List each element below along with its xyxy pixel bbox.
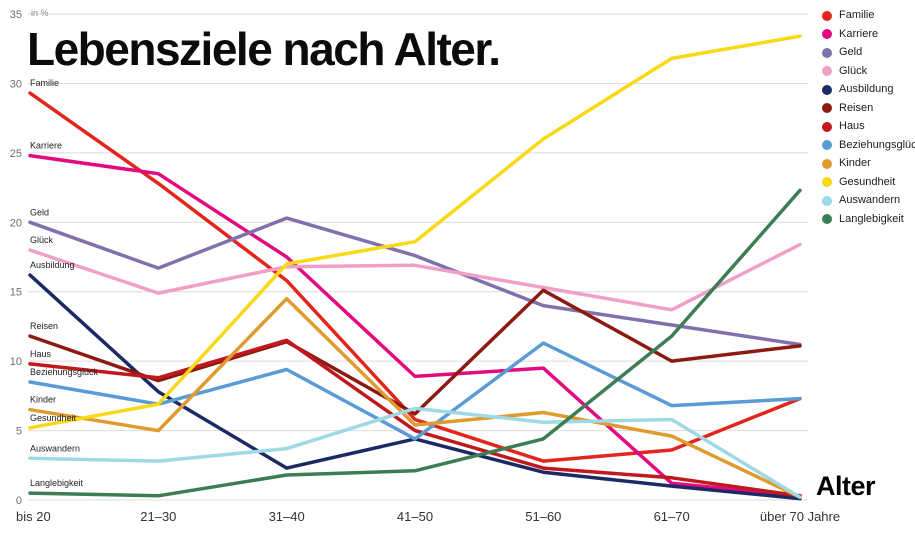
series-start-label: Reisen: [30, 321, 58, 331]
series-start-label: Kinder: [30, 395, 56, 405]
legend-item-1: Karriere: [822, 27, 915, 40]
series-line-1: [28, 153, 802, 498]
legend-swatch-icon: [822, 214, 832, 224]
legend-swatch-icon: [822, 121, 832, 132]
legend-item-6: Haus: [822, 121, 915, 132]
legend-swatch-icon: [822, 140, 832, 150]
legend-item-8: Kinder: [822, 158, 915, 169]
page-title: Lebensziele nach Alter.: [27, 23, 501, 75]
series-line-8: [28, 296, 802, 499]
legend-item-7: Beziehungsglück: [822, 138, 915, 151]
legend-item-3: Glück: [822, 64, 915, 77]
y-tick-label: 10: [10, 356, 22, 368]
series-start-label: Ausbildung: [30, 260, 75, 270]
y-tick-label: 20: [10, 217, 22, 229]
legend-swatch-icon: [822, 158, 832, 169]
legend-item-5: Reisen: [822, 101, 915, 114]
series-start-label: Langlebigkeit: [30, 478, 84, 488]
series-line-0: [28, 91, 802, 463]
x-tick-label: 31–40: [269, 509, 305, 524]
legend-label: Gesundheit: [839, 175, 896, 188]
legend-item-0: Familie: [822, 10, 915, 21]
series-start-label: Geld: [30, 207, 49, 217]
series-line-3: [28, 242, 802, 312]
legend-label: Karriere: [839, 27, 879, 40]
legend-item-9: Gesundheit: [822, 175, 915, 188]
legend-label: Auswandern: [839, 194, 901, 206]
legend-label: Kinder: [839, 157, 871, 169]
x-tick-label: bis 20: [16, 509, 51, 524]
x-tick-label: 51–60: [525, 509, 561, 524]
series-start-label: Beziehungsglück: [30, 367, 99, 377]
series-line-6: [28, 338, 802, 498]
y-tick-label: 0: [16, 495, 22, 507]
series-start-label: Karriere: [30, 141, 62, 151]
legend: Familie Karriere Geld Glück Ausbildung Reisen…: [822, 10, 915, 225]
series-start-label: Glück: [30, 235, 54, 245]
x-axis-title: Alter: [816, 471, 876, 501]
legend-label: Familie: [839, 9, 875, 21]
legend-item-2: Geld: [822, 47, 915, 58]
series-line-5: [28, 288, 802, 416]
x-tick-label: 41–50: [397, 509, 433, 524]
legend-swatch-icon: [822, 177, 832, 187]
legend-label: Geld: [839, 46, 863, 58]
y-tick-label: 25: [10, 148, 22, 160]
unit-label: in %: [31, 8, 49, 18]
legend-item-10: Auswandern: [822, 195, 915, 206]
x-tick-label: 21–30: [140, 509, 176, 524]
legend-swatch-icon: [822, 103, 832, 113]
legend-label: Langlebigkeit: [839, 212, 904, 225]
legend-label: Ausbildung: [839, 83, 894, 95]
series-start-label: Familie: [30, 78, 59, 88]
series-line-2: [28, 216, 802, 347]
y-tick-label: 35: [10, 9, 22, 21]
legend-item-4: Ausbildung: [822, 84, 915, 95]
y-tick-label: 5: [16, 426, 22, 438]
series-start-label: Auswandern: [30, 443, 80, 453]
legend-label: Beziehungsglück: [839, 138, 915, 151]
legend-swatch-icon: [822, 84, 832, 95]
legend-swatch-icon: [822, 47, 832, 58]
series-line-9: [28, 34, 802, 430]
legend-label: Haus: [839, 120, 865, 132]
x-tick-label: über 70 Jahre: [760, 509, 840, 524]
legend-swatch-icon: [822, 29, 832, 39]
legend-label: Glück: [839, 64, 868, 77]
legend-swatch-icon: [822, 195, 832, 206]
series-line-4: [28, 273, 802, 501]
legend-label: Reisen: [839, 101, 874, 114]
legend-item-11: Langlebigkeit: [822, 212, 915, 225]
x-tick-label: 61–70: [654, 509, 690, 524]
legend-swatch-icon: [822, 66, 832, 76]
series-line-11: [28, 188, 802, 498]
y-tick-label: 30: [10, 78, 22, 90]
series-start-label: Gesundheit: [30, 413, 77, 423]
y-tick-label: 15: [10, 287, 22, 299]
series-start-label: Haus: [30, 349, 52, 359]
series-line-10: [28, 406, 802, 499]
legend-swatch-icon: [822, 10, 832, 21]
